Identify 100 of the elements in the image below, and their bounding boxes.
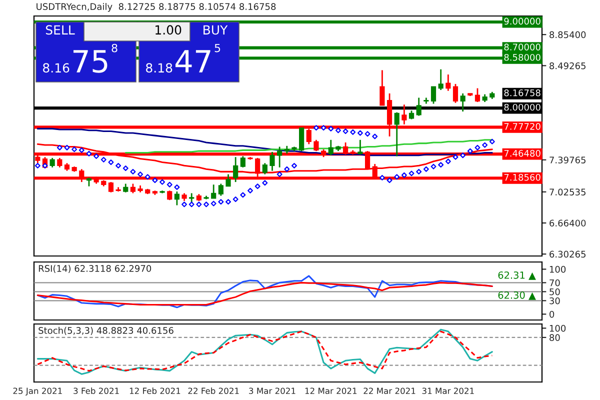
candlestick <box>446 74 451 92</box>
point <box>401 172 407 178</box>
ref-line-label: 8.70000 <box>504 44 540 50</box>
candlestick <box>130 183 136 194</box>
candlestick <box>314 139 319 152</box>
annotation: SELL <box>46 25 75 35</box>
point <box>152 178 158 184</box>
annotation: 1.00 <box>156 25 182 35</box>
candlestick <box>174 190 180 206</box>
x-tick-label: 25 Jan 2021 <box>13 388 62 396</box>
point <box>467 148 473 154</box>
point <box>416 168 422 174</box>
text: 62.30 ▲ <box>498 291 536 300</box>
candlestick <box>430 86 436 104</box>
candlestick <box>262 162 268 175</box>
chart-title: Stoch(5,3,3) 48.8823 40.6156 <box>38 326 174 335</box>
point <box>182 202 188 208</box>
point <box>248 188 253 194</box>
candlestick <box>452 83 458 104</box>
annotation: BUY <box>204 25 228 35</box>
candlestick <box>380 70 385 106</box>
y-tick-label: 100 <box>550 266 566 273</box>
annotation: 8.18 <box>146 63 172 73</box>
y-tick-label: 7.39765 <box>550 156 586 164</box>
point <box>174 184 180 190</box>
point <box>313 125 319 131</box>
y-tick-label: 100 <box>550 324 566 332</box>
point <box>64 144 70 150</box>
ref-line-label: 8.00000 <box>504 104 540 111</box>
candlestick <box>57 157 62 168</box>
point <box>320 125 326 131</box>
candlestick <box>226 174 231 188</box>
point <box>78 147 84 153</box>
point <box>460 152 466 158</box>
candlestick <box>218 183 224 196</box>
point <box>379 174 385 180</box>
point <box>423 166 429 172</box>
point <box>254 184 260 190</box>
text: 8.16758 <box>504 89 540 96</box>
y-tick-label: 80 <box>550 334 560 342</box>
point <box>56 144 62 150</box>
point <box>452 154 458 160</box>
candlestick <box>328 139 334 156</box>
y-tick-label: 7.02535 <box>550 188 586 196</box>
point <box>130 168 136 174</box>
point <box>100 156 106 162</box>
x-tick-label: 12 Feb 2021 <box>130 388 180 394</box>
point <box>94 153 100 159</box>
point <box>232 196 238 202</box>
point <box>445 158 451 164</box>
candlestick <box>108 181 114 194</box>
y-tick-label: 50 <box>550 288 560 296</box>
x-tick-label: 31 Mar 2021 <box>422 388 474 394</box>
point <box>394 174 400 180</box>
point <box>188 202 194 208</box>
candlestick <box>277 146 282 168</box>
candlestick <box>167 190 172 201</box>
y-tick-label: 0 <box>550 310 554 318</box>
point <box>240 192 246 198</box>
point <box>284 166 290 172</box>
point <box>489 138 495 144</box>
y-tick-label: 6.66400 <box>550 220 586 227</box>
point <box>122 166 128 172</box>
ref-line-label: 7.77720 <box>504 123 540 130</box>
point <box>430 164 436 170</box>
point <box>108 159 114 165</box>
point <box>34 162 40 168</box>
point <box>328 126 334 132</box>
point <box>160 179 166 185</box>
candlestick <box>416 97 422 116</box>
ref-line-label: 7.18560 <box>504 174 540 181</box>
point <box>482 142 488 148</box>
point <box>226 199 232 205</box>
point <box>262 180 268 186</box>
candlestick <box>460 92 466 112</box>
point <box>474 144 480 150</box>
candlestick <box>50 157 55 168</box>
point <box>144 174 150 180</box>
chart-title: USDTRYecn,Daily 8.12725 8.18775 8.10574 8.16758 <box>36 3 276 12</box>
point <box>210 200 216 206</box>
point <box>166 182 172 188</box>
candlestick <box>211 184 216 200</box>
point <box>372 134 378 140</box>
y-tick-label: 8.49265 <box>550 62 586 70</box>
text: 62.31 ▲ <box>498 271 536 280</box>
point <box>196 202 202 208</box>
x-tick-label: 12 Mar 2021 <box>305 388 357 394</box>
ref-line-label: 8.58000 <box>504 54 540 61</box>
point <box>408 170 414 176</box>
candlestick <box>233 156 238 183</box>
point <box>204 202 210 208</box>
candlestick <box>299 127 304 152</box>
y-tick-label: 8.85400 <box>550 31 586 38</box>
line-series <box>36 282 493 306</box>
point <box>138 172 144 178</box>
point <box>342 128 348 134</box>
candlestick <box>270 151 275 172</box>
point <box>116 162 122 168</box>
annotation: 5 <box>214 44 220 52</box>
ref-line-label: 9.00000 <box>504 18 540 25</box>
